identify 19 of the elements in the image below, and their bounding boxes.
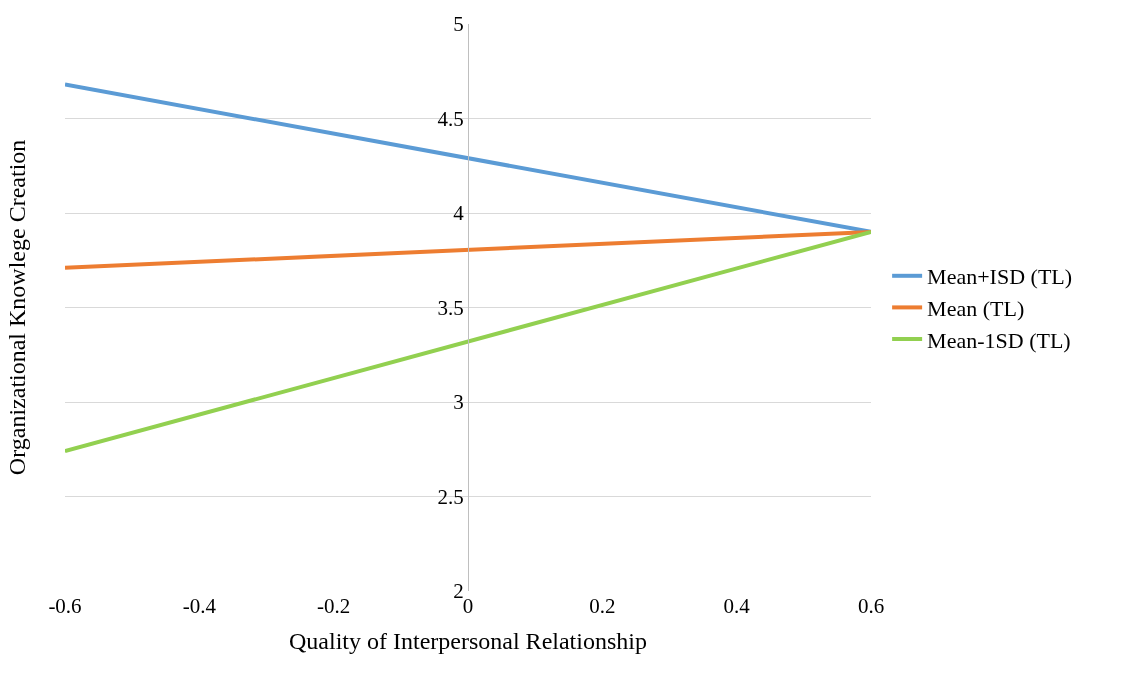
x-tick-label: 0.6	[857, 594, 885, 618]
y-tick-label: 4.5	[437, 106, 464, 131]
y-tick-label: 2.5	[437, 484, 464, 509]
x-tick-label: 0.4	[723, 594, 751, 618]
y-tick-label: 3.5	[437, 295, 464, 320]
y-tick-label: 5	[453, 12, 464, 37]
x-tick-label: -0.6	[48, 594, 82, 618]
x-tick-label: 0.2	[589, 594, 616, 618]
x-axis-title: Quality of Interpersonal Relationship	[289, 628, 647, 655]
x-tick-label: -0.2	[317, 594, 351, 618]
x-tick-label: -0.4	[182, 594, 217, 618]
legend-label: Mean+ISD (TL)	[927, 264, 1073, 290]
y-tick-label: 4	[453, 201, 465, 226]
y-axis-title: Organizational Knowlege Creation	[4, 139, 31, 476]
y-tick-label: 3	[453, 390, 464, 415]
legend-label: Mean-1SD (TL)	[927, 327, 1071, 353]
x-tick-label: 0	[462, 594, 474, 618]
legend-label: Mean (TL)	[927, 295, 1025, 321]
y-tick-label: 2	[453, 579, 464, 604]
